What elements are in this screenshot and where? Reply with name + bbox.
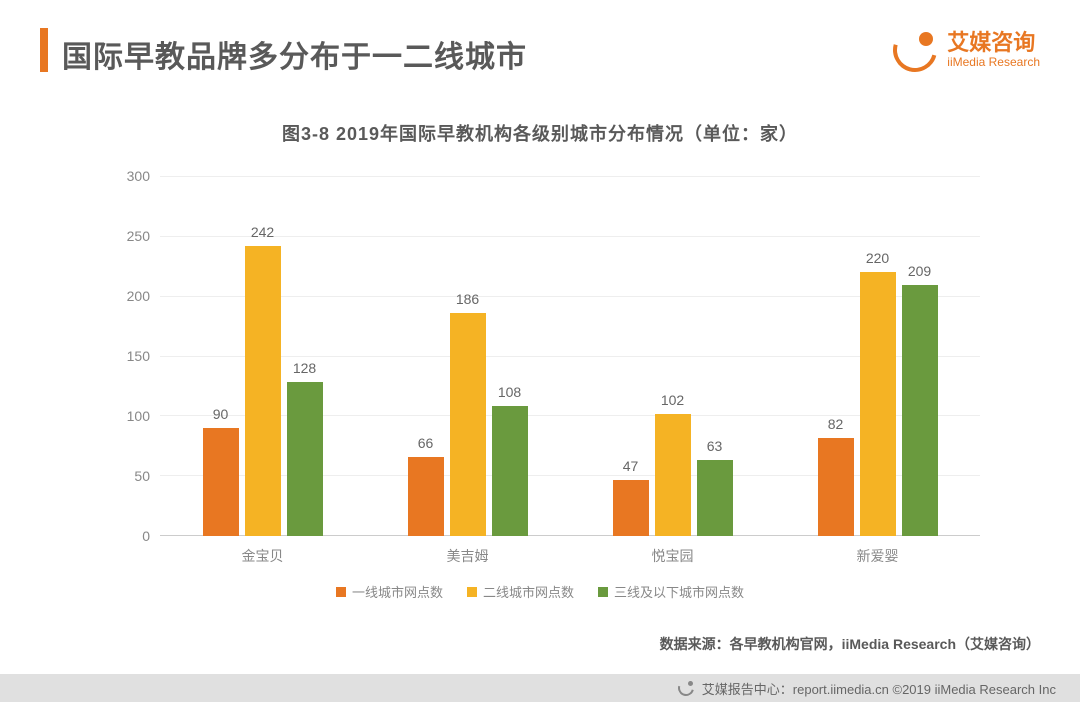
bar-value-label: 209 <box>902 263 938 279</box>
bar-group: 4710263 <box>613 176 733 536</box>
chart-plot: 050100150200250300 902421286618610847102… <box>100 176 980 576</box>
bar-value-label: 220 <box>860 250 896 266</box>
bar-value-label: 63 <box>697 438 733 454</box>
x-tick-label: 悦宝园 <box>608 536 738 576</box>
legend-item: 二线城市网点数 <box>467 582 574 601</box>
bar: 220 <box>860 272 896 536</box>
data-source: 数据来源：各早教机构官网，iiMedia Research（艾媒咨询） <box>660 634 1040 654</box>
bar: 66 <box>408 457 444 536</box>
chart-area: 图3-8 2019年国际早教机构各级别城市分布情况（单位：家） 0 50 100 15… <box>100 120 980 640</box>
footer-text: 艾媒报告中心：report.iimedia.cn ©2019 iiMedia R… <box>702 679 1056 698</box>
y-tick-label: 150 <box>127 348 150 364</box>
bar: 209 <box>902 285 938 536</box>
bar-value-label: 102 <box>655 392 691 408</box>
legend-swatch <box>598 587 608 597</box>
bar: 102 <box>655 414 691 536</box>
bar: 47 <box>613 480 649 536</box>
bar: 108 <box>492 406 528 536</box>
bar-groups: 9024212866186108471026382220209 <box>160 176 980 536</box>
bar-group: 82220209 <box>818 176 938 536</box>
legend-swatch <box>467 587 477 597</box>
y-tick-label: 100 <box>127 408 150 424</box>
legend-item: 一线城市网点数 <box>336 582 443 601</box>
legend-swatch <box>336 587 346 597</box>
footer: 艾媒报告中心：report.iimedia.cn ©2019 iiMedia R… <box>0 674 1080 702</box>
x-tick-label: 新爱婴 <box>813 536 943 576</box>
bar: 242 <box>245 246 281 536</box>
x-tick-label: 美吉姆 <box>403 536 533 576</box>
legend-label: 一线城市网点数 <box>352 582 443 601</box>
bar-value-label: 242 <box>245 224 281 240</box>
legend-label: 三线及以下城市网点数 <box>614 582 744 601</box>
chart-legend: 一线城市网点数 二线城市网点数 三线及以下城市网点数 <box>100 582 980 601</box>
brand-name-en: iiMedia Research <box>947 56 1040 69</box>
brand-logo-text: 艾媒咨询 iiMedia Research <box>947 31 1040 68</box>
bar: 90 <box>203 428 239 536</box>
bar-value-label: 47 <box>613 458 649 474</box>
bar: 63 <box>697 460 733 536</box>
y-tick-label: 50 <box>134 468 150 484</box>
bar: 128 <box>287 382 323 536</box>
bar: 186 <box>450 313 486 536</box>
bar-value-label: 82 <box>818 416 854 432</box>
brand-logo-icon <box>893 28 937 72</box>
y-tick-label: 250 <box>127 228 150 244</box>
brand-name-cn: 艾媒咨询 <box>947 31 1040 55</box>
x-tick-label: 金宝贝 <box>198 536 328 576</box>
y-tick-label: 200 <box>127 288 150 304</box>
bar: 82 <box>818 438 854 536</box>
bar-value-label: 90 <box>203 406 239 422</box>
bar-value-label: 128 <box>287 360 323 376</box>
brand-logo: 艾媒咨询 iiMedia Research <box>893 28 1040 72</box>
y-axis: 050100150200250300 <box>100 176 160 536</box>
bar-value-label: 186 <box>450 291 486 307</box>
y-tick-label: 300 <box>127 168 150 184</box>
bar-value-label: 66 <box>408 435 444 451</box>
footer-logo-icon <box>678 680 694 696</box>
legend-label: 二线城市网点数 <box>483 582 574 601</box>
legend-item: 三线及以下城市网点数 <box>598 582 744 601</box>
x-axis-labels: 金宝贝 美吉姆 悦宝园 新爱婴 <box>160 536 980 576</box>
bar-group: 90242128 <box>203 176 323 536</box>
header: 国际早教品牌多分布于一二线城市 艾媒咨询 iiMedia Research <box>40 28 1040 88</box>
bar-group: 66186108 <box>408 176 528 536</box>
chart-title: 图3-8 2019年国际早教机构各级别城市分布情况（单位：家） <box>100 120 980 146</box>
page: 国际早教品牌多分布于一二线城市 艾媒咨询 iiMedia Research 图3… <box>0 0 1080 702</box>
bar-value-label: 108 <box>492 384 528 400</box>
title-accent-bar <box>40 28 48 72</box>
page-title: 国际早教品牌多分布于一二线城市 <box>62 32 527 76</box>
y-tick-label: 0 <box>142 528 150 544</box>
